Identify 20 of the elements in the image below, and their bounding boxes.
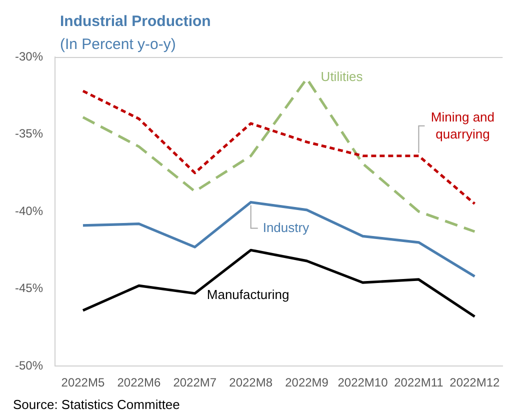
x-tick-label: 2022M10	[338, 376, 388, 390]
y-tick-label: -45%	[14, 281, 44, 296]
source-note: Source: Statistics Committee	[13, 397, 180, 413]
x-tick-label: 2022M9	[285, 376, 329, 390]
y-tick-label: -40%	[14, 204, 44, 218]
series-label: Manufacturing	[206, 286, 290, 302]
series-label: Industry	[262, 220, 310, 235]
x-tick-label: 2022M12	[450, 376, 500, 390]
x-tick-label: 2022M5	[61, 376, 105, 390]
x-tick-label: 2022M6	[117, 376, 161, 390]
series-label: Utilities	[320, 69, 364, 84]
chart-subtitle: (In Percent y-o-y)	[60, 36, 176, 54]
x-tick-label: 2022M7	[173, 376, 217, 390]
y-tick-label: -50%	[14, 358, 44, 372]
y-tick-label: -30%	[14, 49, 44, 64]
y-tick-label: -35%	[14, 126, 44, 141]
x-tick-label: 2022M11	[394, 376, 444, 390]
x-tick-label: 2022M8	[229, 376, 273, 390]
chart-title: Industrial Production	[60, 13, 211, 31]
series-label: Mining and quarrying	[430, 109, 495, 142]
